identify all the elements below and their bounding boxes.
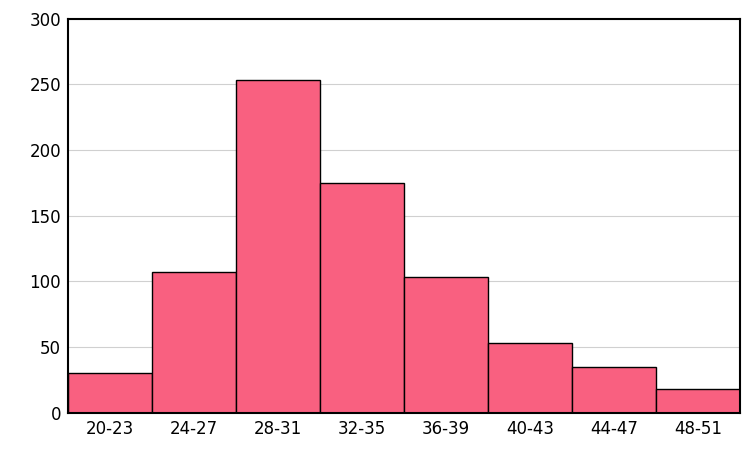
Bar [152, 272, 236, 413]
Bar [236, 81, 320, 413]
Bar [404, 278, 488, 413]
Bar [320, 183, 404, 413]
Bar [68, 373, 152, 413]
Bar [656, 389, 740, 413]
Bar [572, 367, 656, 413]
Bar [488, 343, 572, 413]
